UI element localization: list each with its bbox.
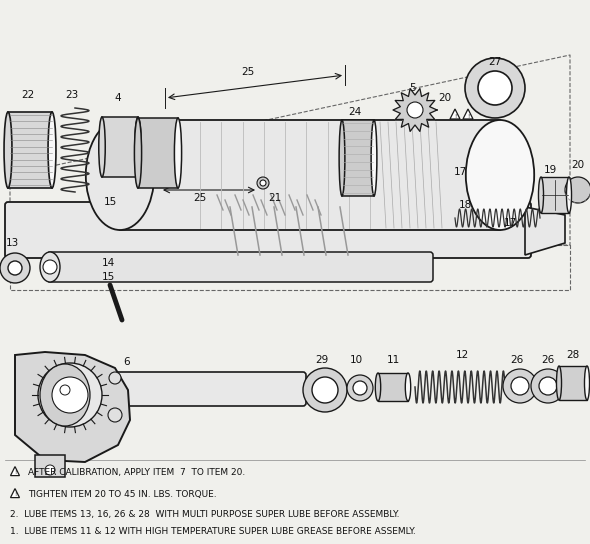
Text: 12: 12 xyxy=(455,350,468,360)
Text: 14: 14 xyxy=(101,258,114,268)
Ellipse shape xyxy=(466,120,534,230)
Ellipse shape xyxy=(585,366,589,400)
Circle shape xyxy=(465,58,525,118)
Ellipse shape xyxy=(175,118,182,188)
Circle shape xyxy=(353,381,367,395)
Ellipse shape xyxy=(4,112,12,188)
Text: !: ! xyxy=(14,492,16,497)
Text: 11: 11 xyxy=(386,355,399,365)
Polygon shape xyxy=(11,467,19,475)
Polygon shape xyxy=(11,489,19,498)
Circle shape xyxy=(407,102,423,118)
Text: !: ! xyxy=(467,114,469,119)
Circle shape xyxy=(565,177,590,203)
Text: 10: 10 xyxy=(349,355,363,365)
Bar xyxy=(102,117,138,177)
Circle shape xyxy=(0,253,30,283)
Ellipse shape xyxy=(86,120,154,230)
Text: !: ! xyxy=(454,114,456,119)
Text: 2.  LUBE ITEMS 13, 16, 26 & 28  WITH MULTI PURPOSE SUPER LUBE BEFORE ASSEMBLY.: 2. LUBE ITEMS 13, 16, 26 & 28 WITH MULTI… xyxy=(10,510,399,518)
Polygon shape xyxy=(463,109,473,119)
Polygon shape xyxy=(450,109,460,119)
Bar xyxy=(559,366,587,400)
Polygon shape xyxy=(15,352,130,462)
Circle shape xyxy=(109,372,121,384)
Ellipse shape xyxy=(135,117,141,177)
Circle shape xyxy=(478,71,512,105)
Text: 28: 28 xyxy=(566,350,579,360)
Bar xyxy=(378,373,408,401)
Ellipse shape xyxy=(40,364,90,426)
Circle shape xyxy=(45,465,55,475)
Circle shape xyxy=(108,408,122,422)
Text: 4: 4 xyxy=(114,93,122,103)
Circle shape xyxy=(503,369,537,403)
Ellipse shape xyxy=(556,366,562,400)
Bar xyxy=(120,120,500,230)
Text: 17: 17 xyxy=(453,167,467,177)
Ellipse shape xyxy=(339,120,345,196)
Ellipse shape xyxy=(371,120,377,196)
Text: 20: 20 xyxy=(438,93,451,103)
Text: 13: 13 xyxy=(5,238,19,248)
Text: 15: 15 xyxy=(101,272,114,282)
Text: AFTER CALIBRATION, APPLY ITEM  7  TO ITEM 20.: AFTER CALIBRATION, APPLY ITEM 7 TO ITEM … xyxy=(28,467,245,477)
Circle shape xyxy=(312,377,338,403)
Bar xyxy=(541,177,569,213)
Circle shape xyxy=(38,363,102,427)
Text: 26: 26 xyxy=(510,355,524,365)
Text: 22: 22 xyxy=(21,90,35,100)
Text: 25: 25 xyxy=(194,193,206,203)
Bar xyxy=(8,112,52,188)
Circle shape xyxy=(52,377,88,413)
Circle shape xyxy=(260,180,266,186)
Ellipse shape xyxy=(539,177,543,213)
Circle shape xyxy=(539,377,557,395)
Ellipse shape xyxy=(135,118,142,188)
Bar xyxy=(138,118,178,188)
Circle shape xyxy=(43,260,57,274)
Text: 19: 19 xyxy=(543,165,556,175)
Text: 17: 17 xyxy=(503,218,517,228)
Ellipse shape xyxy=(40,252,60,282)
Text: 21: 21 xyxy=(268,193,281,203)
Ellipse shape xyxy=(405,373,411,401)
Text: 23: 23 xyxy=(65,90,78,100)
Text: 29: 29 xyxy=(316,355,329,365)
Bar xyxy=(342,120,374,196)
FancyBboxPatch shape xyxy=(5,202,531,258)
Circle shape xyxy=(60,385,70,395)
Text: !: ! xyxy=(14,471,16,475)
Text: 26: 26 xyxy=(542,355,555,365)
Circle shape xyxy=(531,369,565,403)
FancyBboxPatch shape xyxy=(47,252,433,282)
Text: 1.  LUBE ITEMS 11 & 12 WITH HIGH TEMPERATURE SUPER LUBE GREASE BEFORE ASSEMLY.: 1. LUBE ITEMS 11 & 12 WITH HIGH TEMPERAT… xyxy=(10,528,416,536)
Circle shape xyxy=(257,177,269,189)
Text: 6: 6 xyxy=(124,357,130,367)
Ellipse shape xyxy=(99,117,105,177)
Text: TIGHTEN ITEM 20 TO 45 IN. LBS. TORQUE.: TIGHTEN ITEM 20 TO 45 IN. LBS. TORQUE. xyxy=(28,490,217,498)
Ellipse shape xyxy=(566,177,572,213)
Text: 25: 25 xyxy=(241,67,255,77)
Ellipse shape xyxy=(48,112,56,188)
Bar xyxy=(35,455,65,477)
Text: 15: 15 xyxy=(103,197,117,207)
Text: 27: 27 xyxy=(489,57,502,67)
Text: 20: 20 xyxy=(572,160,585,170)
Polygon shape xyxy=(393,89,437,132)
Text: 18: 18 xyxy=(458,200,471,210)
FancyBboxPatch shape xyxy=(115,372,306,406)
Polygon shape xyxy=(525,207,565,255)
Text: 24: 24 xyxy=(348,107,362,117)
Ellipse shape xyxy=(375,373,381,401)
Circle shape xyxy=(347,375,373,401)
Circle shape xyxy=(8,261,22,275)
Text: 5: 5 xyxy=(409,83,417,93)
Circle shape xyxy=(303,368,347,412)
Circle shape xyxy=(511,377,529,395)
